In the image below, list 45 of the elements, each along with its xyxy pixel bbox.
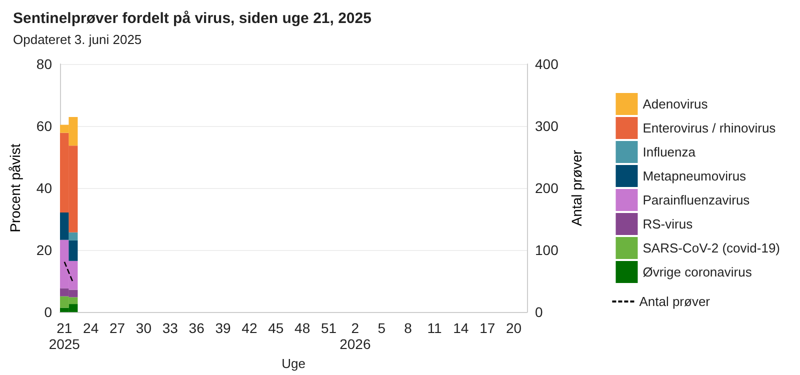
legend-label: Metapneumovirus xyxy=(642,168,747,184)
legend-label: Adenovirus xyxy=(642,96,708,112)
x-tick-label: 24 xyxy=(83,320,99,336)
y-axis-title: Procent påvist xyxy=(7,144,23,232)
x-tick-label: 2 2026 xyxy=(340,320,371,352)
x-tick-label: 5 xyxy=(378,320,386,336)
y-tick-label: 40 xyxy=(36,180,52,196)
y2-axis-title: Antal prøver xyxy=(568,150,584,226)
x-tick-label: 17 xyxy=(480,320,496,336)
legend-label: Antal prøver xyxy=(639,294,711,309)
bar xyxy=(68,240,78,261)
bar xyxy=(60,212,69,240)
legend-label: SARS-CoV-2 (covid-19) xyxy=(642,240,780,256)
x-tick-label: 36 xyxy=(188,320,205,336)
y2-tick-label: 300 xyxy=(535,118,559,134)
y2-tick-label: 100 xyxy=(535,242,559,258)
y-tick-label: 60 xyxy=(36,118,52,134)
x-tick-label: 42 xyxy=(242,320,258,336)
x-tick-label: 45 xyxy=(268,320,284,336)
x-tick-label: 48 xyxy=(294,320,310,336)
x-tick-label: 33 xyxy=(162,320,178,336)
x-tick-label: 8 xyxy=(404,320,412,336)
legend-label: Enterovirus / rhinovirus xyxy=(642,120,776,136)
y-tick-label: 80 xyxy=(36,56,52,72)
chart-title: Sentinelprøver fordelt på virus, siden uge 21, 2025 xyxy=(13,10,372,27)
y2-tick-label: 200 xyxy=(535,180,559,196)
y-tick-label: 0 xyxy=(44,304,52,320)
x-tick-label: 51 xyxy=(320,320,337,336)
bar xyxy=(68,232,78,240)
y-tick-label: 20 xyxy=(36,242,52,258)
legend-label: RS-virus xyxy=(642,216,694,232)
x-tick-label: 27 xyxy=(109,320,126,336)
chart-subtitle: Opdateret 3. juni 2025 xyxy=(13,32,142,47)
legend-label: Influenza xyxy=(642,144,696,160)
x-tick-label: 30 xyxy=(136,320,152,336)
legend-label: Øvrige coronavirus xyxy=(642,264,752,280)
x-tick-label: 11 xyxy=(427,320,442,336)
x-tick-label: 21 2025 xyxy=(48,320,80,352)
legend-label: Parainfluenzavirus xyxy=(642,192,750,208)
x-tick-label: 20 xyxy=(506,320,522,336)
y2-tick-label: 0 xyxy=(535,304,543,320)
x-axis-title: Uge xyxy=(282,356,306,371)
x-tick-label: 14 xyxy=(453,320,469,336)
x-tick-label: 39 xyxy=(215,320,232,336)
y2-tick-label: 400 xyxy=(535,56,559,72)
